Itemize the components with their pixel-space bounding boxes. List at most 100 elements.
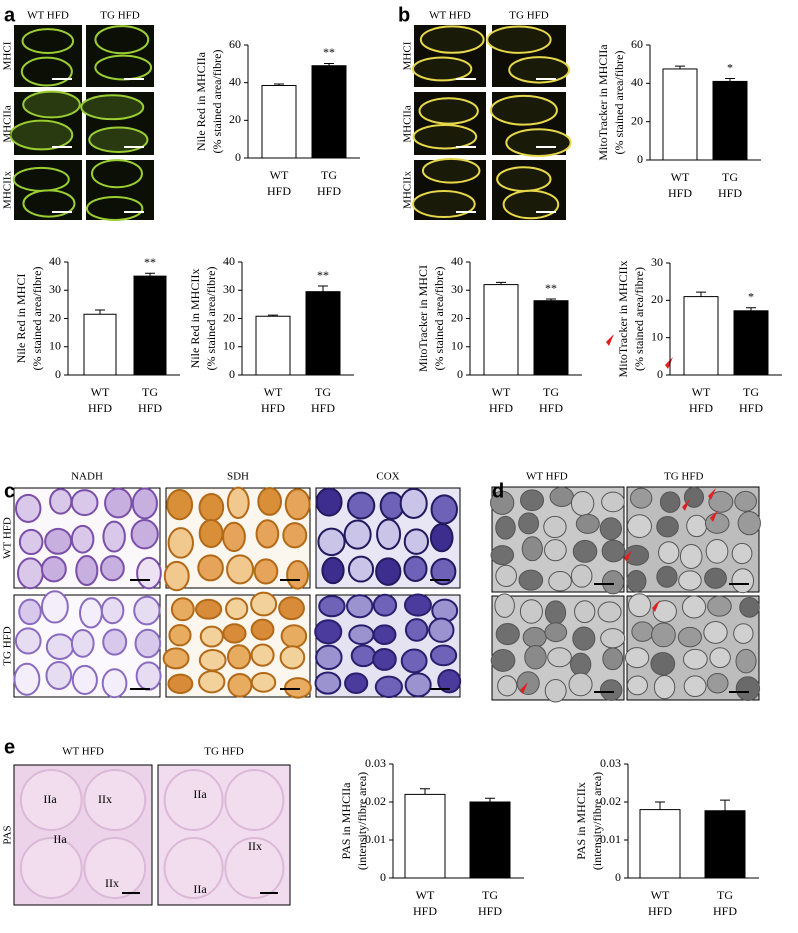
cell <box>100 555 125 582</box>
cell <box>624 647 650 669</box>
arrow <box>606 334 614 346</box>
y-tick-label: 0 <box>457 367 463 381</box>
cell <box>314 671 342 695</box>
cell <box>255 519 280 549</box>
x-tick-label: HFD <box>261 401 285 415</box>
bar <box>733 310 769 376</box>
cell <box>601 570 625 595</box>
x-tick-label: HFD <box>718 186 742 200</box>
cell <box>403 593 432 617</box>
cell <box>650 651 676 676</box>
arrow <box>665 357 673 369</box>
cell <box>21 28 75 54</box>
cell <box>344 672 369 694</box>
cell <box>570 564 593 588</box>
y-tick-label: 20 <box>223 310 235 324</box>
cell <box>70 629 95 658</box>
x-tick-label: TG <box>142 385 158 399</box>
cell <box>704 567 727 589</box>
cell <box>136 556 162 590</box>
cell <box>166 489 194 521</box>
y-tick-label: 20 <box>229 112 241 126</box>
cell <box>284 488 311 521</box>
cell <box>18 598 42 626</box>
cell <box>659 491 681 513</box>
y-axis-label: PAS in MHCIIa <box>339 782 353 860</box>
row-label: MHCI <box>2 41 14 70</box>
cell <box>321 556 345 585</box>
cell <box>574 600 596 624</box>
cell <box>135 661 162 691</box>
y-axis-label: (% stained area/fibre) <box>210 50 224 154</box>
cell <box>372 624 397 646</box>
cell <box>570 652 592 677</box>
x-tick-label: TG <box>717 888 733 902</box>
cell <box>679 543 703 569</box>
x-tick-label: TG <box>743 385 759 399</box>
cell <box>226 644 252 670</box>
cell <box>490 545 515 566</box>
cell <box>628 593 652 618</box>
cell <box>94 25 150 55</box>
cell <box>731 568 755 594</box>
cell <box>198 518 224 549</box>
y-axis-label: Nile Red in MHCIIx <box>188 269 202 369</box>
cell <box>198 670 226 694</box>
cell <box>101 668 128 699</box>
cell <box>102 520 126 553</box>
x-tick-label: HFD <box>489 401 513 415</box>
cell <box>79 597 103 629</box>
y-tick-label: 0.02 <box>600 794 621 808</box>
error-bar <box>746 307 756 311</box>
panel-letter: a <box>4 4 16 26</box>
bar <box>533 300 569 376</box>
x-tick-label: TG <box>722 170 738 184</box>
cell <box>104 487 133 519</box>
cell <box>575 513 600 534</box>
cell <box>652 600 677 623</box>
arrow <box>624 550 632 562</box>
cell <box>490 490 515 515</box>
cell <box>600 628 626 649</box>
error-bar <box>655 801 665 810</box>
error-bar <box>324 62 334 66</box>
cell <box>9 119 74 151</box>
cell <box>197 554 224 582</box>
cell <box>626 569 647 593</box>
cell <box>253 558 279 585</box>
cell <box>412 124 478 150</box>
x-tick-label: HFD <box>88 401 112 415</box>
cell <box>222 521 246 553</box>
x-tick-label: HFD <box>311 401 335 415</box>
y-tick-label: 40 <box>229 74 241 88</box>
cell <box>602 647 624 671</box>
y-tick-label: 30 <box>651 255 663 269</box>
x-tick-label: HFD <box>668 186 692 200</box>
cell <box>521 536 543 562</box>
y-tick-label: 0.02 <box>365 794 386 808</box>
cell <box>403 528 430 555</box>
error-bar <box>720 799 730 811</box>
y-tick-label: 20 <box>49 310 61 324</box>
cell <box>170 597 195 622</box>
cell <box>658 541 680 564</box>
cell <box>280 624 308 649</box>
cell <box>486 25 552 54</box>
panel-letter: d <box>492 480 504 502</box>
x-tick-label: TG <box>482 888 498 902</box>
cell <box>14 627 42 655</box>
cell <box>130 518 159 550</box>
cell <box>14 493 42 523</box>
cell <box>226 486 250 520</box>
cell <box>83 769 147 831</box>
cell <box>100 596 125 625</box>
bar <box>712 80 748 161</box>
cell <box>403 555 428 582</box>
cell <box>163 837 224 899</box>
error-bar <box>420 788 430 795</box>
fibre-label: IIx <box>98 792 112 806</box>
cell <box>19 769 83 831</box>
cell <box>163 560 190 592</box>
cell <box>222 623 247 644</box>
cell <box>623 544 650 566</box>
